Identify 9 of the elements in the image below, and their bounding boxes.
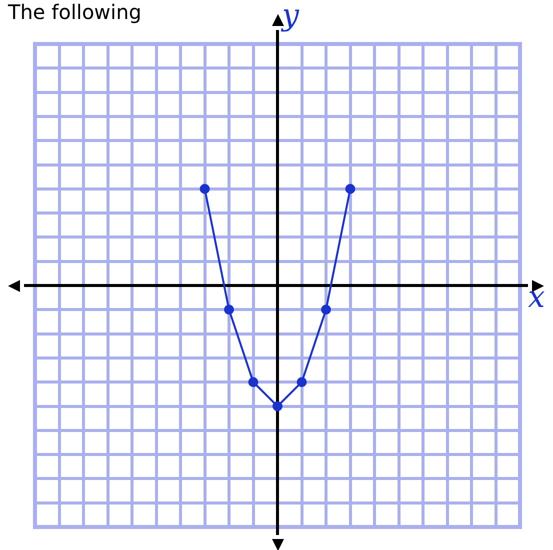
point — [224, 304, 234, 315]
point — [321, 304, 331, 315]
text: y — [282, 0, 299, 33]
text: The following — [8, 0, 142, 24]
text: x — [528, 280, 545, 315]
point — [200, 184, 210, 194]
point — [345, 184, 356, 194]
point — [296, 377, 307, 388]
point — [248, 377, 258, 388]
